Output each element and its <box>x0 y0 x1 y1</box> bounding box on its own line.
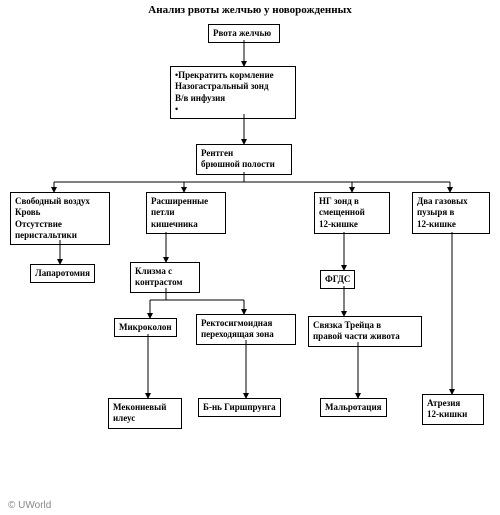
node-double-bubble: Два газовых пузыря в 12-кишке <box>412 192 490 234</box>
node-contrast-enema: Клизма с контрастом <box>130 262 200 293</box>
node-malrotation: Мальротация <box>320 398 387 417</box>
node-atresia: Атрезия 12-кишки <box>422 394 484 425</box>
node-microcolon: Микроколон <box>114 318 177 337</box>
mgmt-line-3: В/в инфузия <box>175 93 291 104</box>
node-meconium: Мекониевый илеус <box>108 398 182 429</box>
node-hirschsprung: Б-нь Гиршпрунга <box>198 398 281 417</box>
xray-line-2: брюшной полости <box>201 159 287 170</box>
node-start: Рвота желчью <box>208 24 280 43</box>
node-egds: ФГДС <box>320 270 355 289</box>
node-xray: Рентген брюшной полости <box>196 144 292 175</box>
mgmt-line-1: •Прекратить кормление <box>175 70 291 81</box>
node-ng-tube: НГ зонд в смещенной 12-кишке <box>314 192 390 234</box>
mgmt-line-4: • <box>175 104 291 115</box>
node-dilated-loops: Расширенные петли кишечника <box>146 192 226 234</box>
node-management: •Прекратить кормление Назогастральный зо… <box>170 66 296 119</box>
diagram-title: Анализ рвоты желчью у новорожденных <box>0 4 500 16</box>
node-free-air: Свободный воздух Кровь Отсутствие перист… <box>10 192 110 245</box>
node-rectosigmoid: Ректосигмоидная переходящая зона <box>196 314 296 345</box>
node-laparotomy: Лапаротомия <box>30 264 95 283</box>
xray-line-1: Рентген <box>201 148 287 159</box>
watermark: © UWorld <box>8 500 51 511</box>
node-treitz: Связка Трейца в правой части живота <box>308 316 422 347</box>
mgmt-line-2: Назогастральный зонд <box>175 81 291 92</box>
